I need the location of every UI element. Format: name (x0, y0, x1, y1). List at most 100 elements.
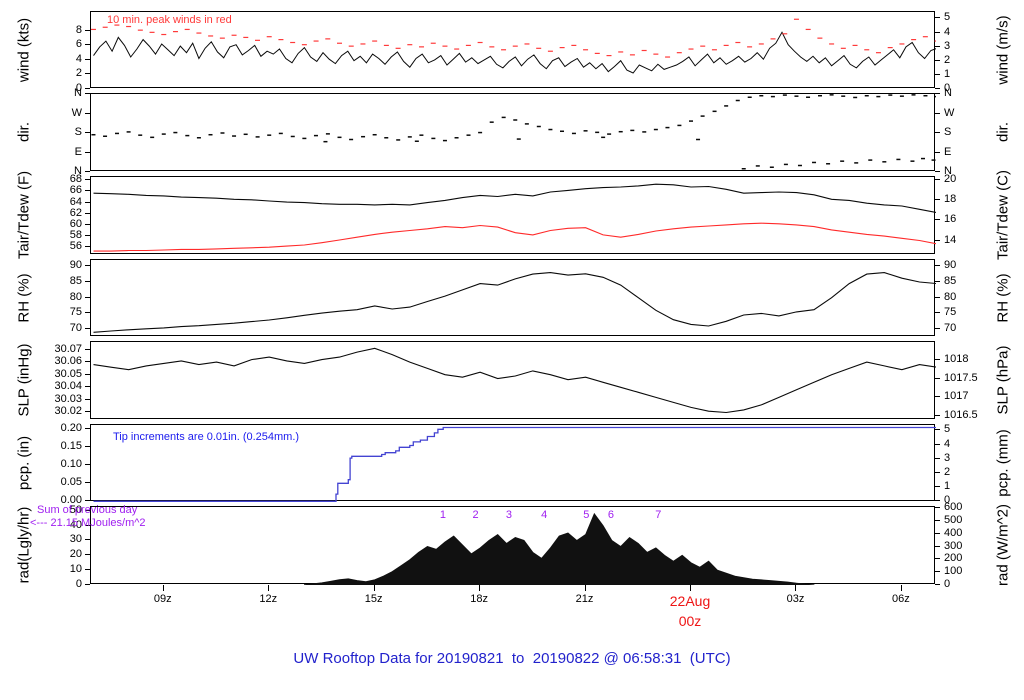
x-tick-09z (162, 585, 164, 591)
wind-direction-dot (466, 134, 471, 136)
wind-direction-dot (349, 138, 354, 141)
precip-step-trace (93, 426, 936, 502)
wind-direction-dot (524, 123, 529, 125)
wind-direction-dot (677, 124, 682, 127)
wind-direction-dot (454, 137, 459, 139)
rh-left-tick-label: 90 (69, 259, 82, 272)
rad-left-tick-label: 30 (69, 533, 82, 546)
tair-left-tick-label: 56 (69, 240, 82, 253)
rad-right-tick-label: 300 (944, 539, 963, 552)
wind-right-tick (935, 31, 940, 33)
wind-direction-dot (290, 135, 295, 138)
pcp-right-tick (935, 471, 940, 473)
rad-hour-marker-7: 7 (655, 509, 662, 521)
slp-plot (93, 347, 936, 414)
wind-direction-dot (741, 168, 746, 170)
wind-direction-dot (278, 132, 283, 135)
rad-hour-marker-6: 6 (607, 509, 614, 521)
wind-direction-dot (853, 96, 858, 99)
rh-right-axis-title: RH (%) (994, 272, 1012, 323)
slp-right-tick (935, 377, 940, 379)
pcp-right-tick-label: 1 (944, 480, 951, 493)
rh-left-tick (85, 296, 90, 298)
wind-direction-dot (864, 94, 869, 97)
rad-left-tick (85, 509, 90, 511)
slp-right-tick (935, 359, 940, 361)
wind-direction-dot (91, 133, 96, 136)
tair-left-tick-label: 62 (69, 206, 82, 219)
tair-left-tick (85, 201, 90, 203)
tair-left-tick (85, 246, 90, 248)
wind-direction-dot (826, 163, 831, 165)
wind-right-tick (935, 73, 940, 75)
x-tick-label-15z: 15z (364, 593, 383, 605)
wind-right-tick-label: 5 (944, 11, 951, 24)
wind-direction-dot (755, 165, 760, 167)
wind-direction-dot (302, 137, 307, 140)
dir-right-axis-title: dir. (994, 121, 1012, 143)
pcp-right-tick-label: 5 (944, 423, 951, 436)
wind-direction-dot (595, 131, 600, 134)
wind-direction-dot (126, 131, 131, 133)
tair-right-tick (935, 219, 940, 221)
wind-direction-dot (115, 132, 120, 135)
pcp-left-tick-label: 0.20 (60, 422, 82, 435)
pcp-left-tick (85, 428, 90, 430)
wind-direction-dot (489, 121, 494, 123)
slp-left-tick (85, 373, 90, 375)
pcp-right-tick-label: 3 (944, 451, 951, 464)
dir-right-tick-label: W (944, 106, 955, 119)
tair-right-tick (935, 199, 940, 201)
pcp-left-tick (85, 500, 90, 502)
slp-left-tick-label: 30.07 (54, 342, 82, 355)
slp-left-tick-label: 30.06 (54, 355, 82, 368)
rh-right-tick (935, 265, 940, 267)
wind-right-axis-title: wind (m/s) (994, 14, 1012, 85)
x-tick-label-21z: 21z (575, 593, 594, 605)
wind-direction-dot (232, 135, 237, 137)
pcp-left-tick-label: 0.10 (60, 458, 82, 471)
wind-direction-dot (419, 134, 424, 136)
slp-left-axis-title: SLP (inHg) (15, 343, 33, 417)
wind-left-tick (85, 88, 90, 89)
wind-right-tick-label: 0 (944, 82, 951, 94)
wind-direction-dot (911, 94, 916, 96)
slp-right-tick-label: 1017 (944, 390, 969, 403)
pcp-right-tick (935, 429, 940, 431)
wind-direction-dot (103, 135, 108, 137)
dir-left-tick-label: E (74, 145, 82, 158)
wind-direction-dot (361, 135, 366, 138)
rh-left-tick (85, 265, 90, 267)
wind-direction-dot (882, 161, 887, 163)
slp-right-tick-label: 1018 (944, 353, 969, 366)
x-tick-03z (795, 585, 797, 591)
rad-left-tick (85, 539, 90, 541)
wind-direction-dot (513, 119, 518, 121)
pcp-left-tick (85, 446, 90, 448)
wind-direction-dot (783, 163, 788, 166)
wind-direction-dot (630, 129, 635, 132)
wind-left-axis-title: wind (kts) (15, 17, 33, 82)
wind-direction-dot (896, 158, 901, 161)
wind-right-tick (935, 45, 940, 47)
pcp-right-axis-title: pcp. (mm) (994, 428, 1012, 497)
wind-direction-dot (337, 136, 342, 139)
tair-left-tick-label: 66 (69, 184, 82, 197)
panel-wind (90, 11, 936, 88)
rh-right-tick-label: 90 (944, 259, 957, 272)
pcp-left-tick-label: 0.15 (60, 440, 82, 453)
x-tick-12z (268, 585, 270, 591)
rad-left-tick-label: 20 (69, 548, 82, 561)
slp-left-tick-label: 30.03 (54, 392, 82, 405)
tair-trace (93, 183, 936, 214)
wind-right-tick-label: 4 (944, 25, 951, 38)
wind-direction-dot (653, 128, 658, 131)
panel-rad (90, 506, 935, 585)
pcp-left-tick (85, 482, 90, 484)
sum-note-line2: <--- 21.15 MJoules/m^2 (30, 517, 146, 529)
panel-slp (90, 341, 936, 419)
tair-left-tick (85, 212, 90, 214)
wind-direction-dot (770, 95, 775, 98)
wind-direction-dot (478, 131, 483, 134)
wind-direction-dot (931, 159, 936, 161)
